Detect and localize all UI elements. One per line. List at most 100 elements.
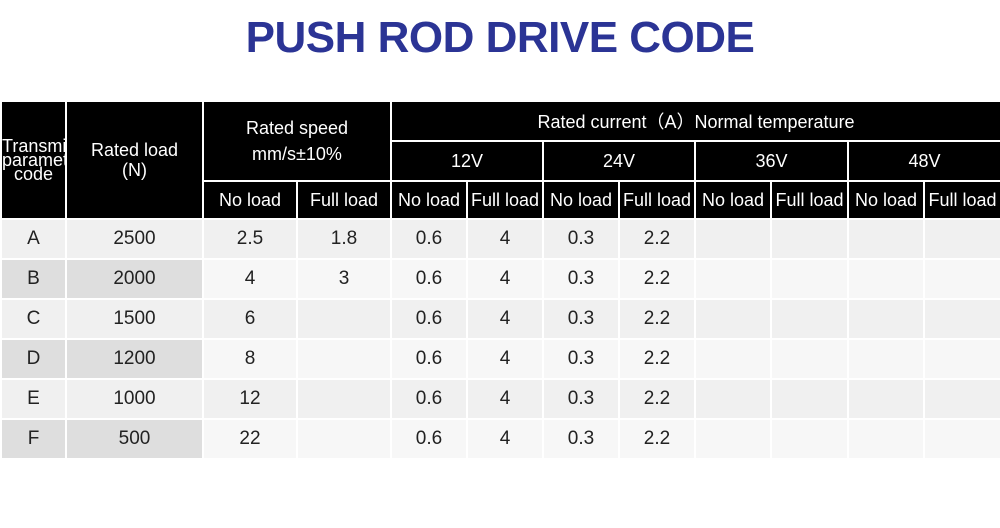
cell-24v-no-load: 0.3 — [542, 258, 621, 300]
cell-speed-full-load — [295, 378, 393, 420]
cell-48v-full-load — [923, 418, 1000, 460]
cell-48v-no-load — [847, 218, 926, 260]
header-rated-speed: Rated speed mm/s±10% — [201, 100, 393, 182]
cell-rated-load: 1000 — [65, 378, 204, 420]
cell-36v-full-load — [770, 418, 850, 460]
cell-code: A — [0, 218, 67, 260]
cell-24v-full-load: 2.2 — [618, 338, 697, 380]
table-row: E 1000 12 0.6 4 0.3 2.2 — [0, 378, 1000, 420]
cell-48v-full-load — [923, 218, 1000, 260]
header-line: Rated load — [90, 140, 179, 160]
header-12v-no-load: No load — [390, 180, 469, 220]
cell-speed-no-load: 2.5 — [202, 218, 298, 260]
header-voltage-48v: 48V — [847, 140, 1000, 182]
header-36v-full-load: Full load — [770, 180, 850, 220]
cell-speed-full-load — [295, 338, 393, 380]
cell-36v-no-load — [694, 298, 773, 340]
cell-36v-full-load — [770, 258, 850, 300]
cell-code: F — [0, 418, 67, 460]
header-rated-current: Rated current（A）Normal temperature — [390, 100, 1000, 142]
cell-code: E — [0, 378, 67, 420]
header-speed-no-load: No load — [202, 180, 298, 220]
header-line: Rated speed — [245, 118, 349, 138]
cell-speed-full-load: 3 — [295, 258, 393, 300]
cell-24v-no-load: 0.3 — [542, 378, 621, 420]
cell-12v-full-load: 4 — [466, 258, 545, 300]
cell-48v-no-load — [847, 418, 926, 460]
cell-36v-full-load — [770, 338, 850, 380]
header-24v-full-load: Full load — [618, 180, 697, 220]
cell-12v-no-load: 0.6 — [390, 218, 469, 260]
header-line: code — [13, 164, 54, 184]
cell-speed-full-load — [295, 298, 393, 340]
cell-36v-no-load — [694, 378, 773, 420]
cell-12v-full-load: 4 — [466, 378, 545, 420]
header-voltage-36v: 36V — [694, 140, 850, 182]
cell-12v-full-load: 4 — [466, 418, 545, 460]
cell-speed-full-load: 1.8 — [295, 218, 393, 260]
cell-rated-load: 2000 — [65, 258, 204, 300]
cell-12v-no-load: 0.6 — [390, 338, 469, 380]
cell-12v-no-load: 0.6 — [390, 298, 469, 340]
cell-rated-load: 1500 — [65, 298, 204, 340]
cell-36v-full-load — [770, 378, 850, 420]
cell-24v-full-load: 2.2 — [618, 418, 697, 460]
header-voltage-12v: 12V — [390, 140, 545, 182]
cell-speed-no-load: 22 — [202, 418, 298, 460]
table-row: D 1200 8 0.6 4 0.3 2.2 — [0, 338, 1000, 380]
cell-speed-no-load: 6 — [202, 298, 298, 340]
cell-speed-no-load: 12 — [202, 378, 298, 420]
table-header: Transmission parameter code Rated load (… — [0, 100, 1000, 220]
table-row: A 2500 2.5 1.8 0.6 4 0.3 2.2 — [0, 218, 1000, 260]
header-48v-full-load: Full load — [923, 180, 1000, 220]
header-speed-full-load: Full load — [295, 180, 393, 220]
cell-24v-no-load: 0.3 — [542, 338, 621, 380]
cell-24v-full-load: 2.2 — [618, 298, 697, 340]
cell-12v-full-load: 4 — [466, 298, 545, 340]
cell-24v-no-load: 0.3 — [542, 218, 621, 260]
table-row: C 1500 6 0.6 4 0.3 2.2 — [0, 298, 1000, 340]
header-rated-load: Rated load (N) — [65, 100, 204, 220]
cell-36v-no-load — [694, 338, 773, 380]
cell-rated-load: 2500 — [65, 218, 204, 260]
header-transmission-code: Transmission parameter code — [0, 100, 67, 220]
cell-speed-full-load — [295, 418, 393, 460]
cell-48v-no-load — [847, 338, 926, 380]
page-title: PUSH ROD DRIVE CODE — [245, 13, 755, 62]
cell-48v-no-load — [847, 298, 926, 340]
table-body: A 2500 2.5 1.8 0.6 4 0.3 2.2 B 2000 4 3 … — [0, 218, 1000, 460]
spec-table: Transmission parameter code Rated load (… — [0, 100, 1000, 460]
header-line: (N) — [122, 160, 147, 180]
cell-48v-full-load — [923, 378, 1000, 420]
cell-rated-load: 1200 — [65, 338, 204, 380]
cell-24v-no-load: 0.3 — [542, 298, 621, 340]
cell-24v-full-load: 2.2 — [618, 258, 697, 300]
cell-48v-no-load — [847, 258, 926, 300]
cell-code: B — [0, 258, 67, 300]
cell-rated-load: 500 — [65, 418, 204, 460]
cell-code: C — [0, 298, 67, 340]
header-voltage-24v: 24V — [542, 140, 697, 182]
cell-48v-full-load — [923, 338, 1000, 380]
cell-12v-full-load: 4 — [466, 218, 545, 260]
cell-24v-full-load: 2.2 — [618, 378, 697, 420]
cell-12v-full-load: 4 — [466, 338, 545, 380]
cell-36v-full-load — [770, 218, 850, 260]
cell-12v-no-load: 0.6 — [390, 418, 469, 460]
cell-48v-no-load — [847, 378, 926, 420]
cell-speed-no-load: 8 — [202, 338, 298, 380]
header-24v-no-load: No load — [542, 180, 621, 220]
header-12v-full-load: Full load — [466, 180, 545, 220]
cell-speed-no-load: 4 — [202, 258, 298, 300]
header-line: parameter — [2, 150, 64, 170]
cell-48v-full-load — [923, 298, 1000, 340]
cell-48v-full-load — [923, 258, 1000, 300]
header-line: mm/s±10% — [252, 144, 342, 164]
cell-36v-full-load — [770, 298, 850, 340]
cell-36v-no-load — [694, 218, 773, 260]
cell-36v-no-load — [694, 418, 773, 460]
header-48v-no-load: No load — [847, 180, 926, 220]
cell-36v-no-load — [694, 258, 773, 300]
cell-12v-no-load: 0.6 — [390, 378, 469, 420]
table-row: F 500 22 0.6 4 0.3 2.2 — [0, 418, 1000, 460]
